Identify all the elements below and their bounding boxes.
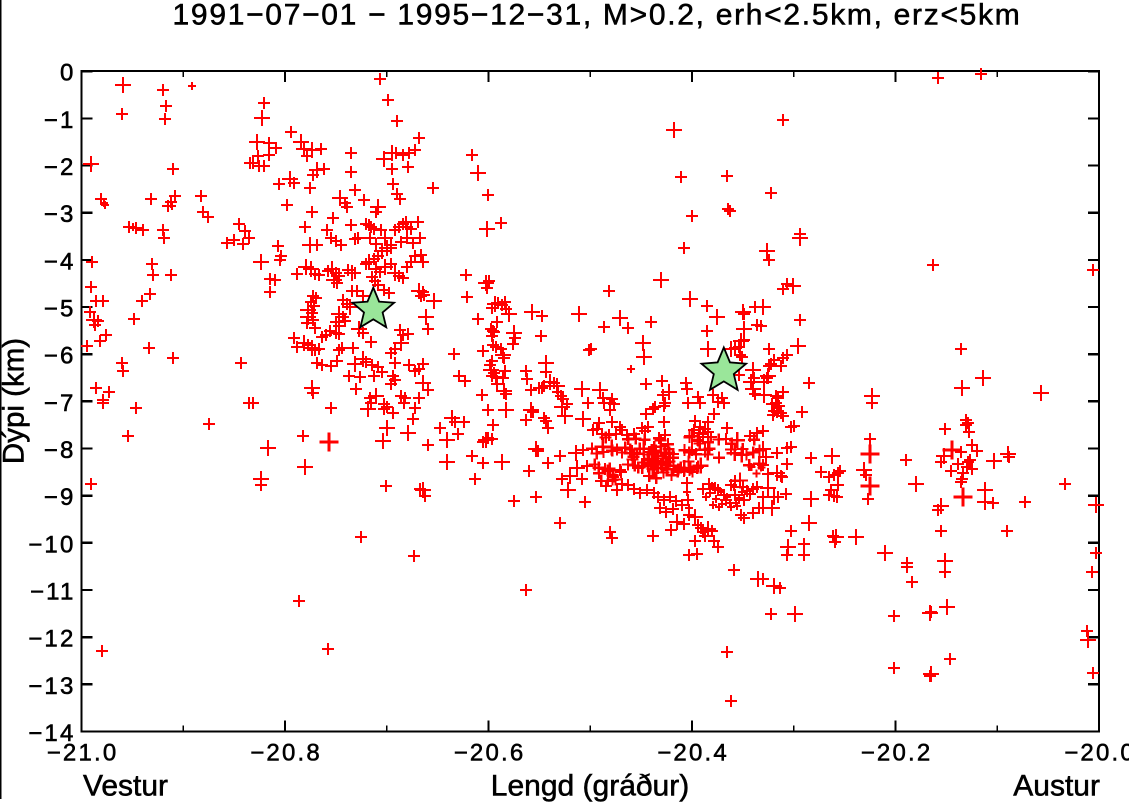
svg-text:−3: −3 [44, 201, 76, 228]
svg-text:−11: −11 [30, 579, 76, 606]
svg-text:−13: −13 [28, 673, 75, 700]
svg-text:Dýpi (km): Dýpi (km) [0, 338, 31, 464]
svg-text:−4: −4 [44, 248, 76, 275]
svg-text:0: 0 [60, 60, 76, 87]
svg-text:−20.2: −20.2 [861, 740, 933, 767]
svg-text:−21.0: −21.0 [47, 740, 119, 767]
svg-text:−9: −9 [44, 484, 76, 511]
svg-text:−7: −7 [44, 390, 76, 417]
svg-text:−10: −10 [28, 531, 75, 558]
svg-text:−20.0: −20.0 [1064, 740, 1129, 767]
svg-text:−14: −14 [28, 720, 75, 747]
svg-text:−5: −5 [44, 296, 76, 323]
svg-text:Lengd (gráður): Lengd (gráður) [491, 770, 689, 803]
svg-text:Austur: Austur [1013, 770, 1100, 803]
svg-text:−8: −8 [44, 437, 76, 464]
svg-text:−20.8: −20.8 [250, 740, 322, 767]
svg-text:−6: −6 [44, 343, 76, 370]
svg-text:−20.6: −20.6 [454, 740, 526, 767]
svg-text:1991−07−01 − 1995−12−31, M>0.2: 1991−07−01 − 1995−12−31, M>0.2, erh<2.5k… [173, 0, 1022, 32]
svg-text:−1: −1 [44, 107, 76, 134]
svg-text:−12: −12 [28, 626, 75, 653]
svg-text:−2: −2 [44, 154, 76, 181]
svg-text:Vestur: Vestur [83, 770, 168, 803]
svg-text:−20.4: −20.4 [657, 740, 729, 767]
